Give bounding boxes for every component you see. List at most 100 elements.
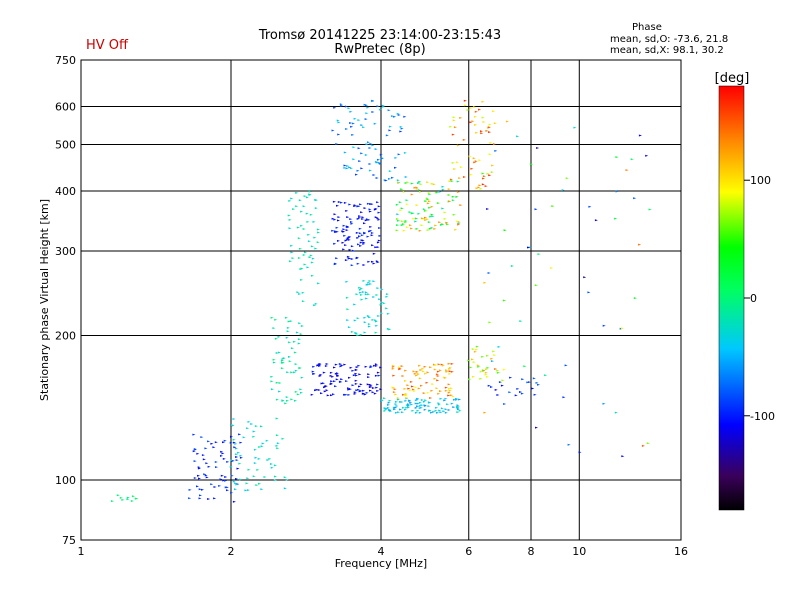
data-point bbox=[408, 389, 412, 392]
data-point bbox=[395, 203, 399, 206]
data-point bbox=[331, 375, 335, 378]
data-point bbox=[420, 404, 424, 407]
data-point bbox=[222, 441, 225, 444]
data-point bbox=[363, 331, 367, 334]
data-point bbox=[302, 205, 306, 208]
data-point bbox=[423, 365, 427, 368]
data-point bbox=[371, 318, 375, 321]
data-point bbox=[386, 327, 390, 330]
data-point bbox=[503, 229, 507, 232]
data-point bbox=[355, 374, 358, 377]
data-point bbox=[350, 330, 354, 333]
data-point bbox=[536, 147, 540, 149]
data-point bbox=[446, 403, 450, 406]
data-point bbox=[192, 450, 196, 453]
data-point bbox=[323, 390, 327, 393]
data-point bbox=[444, 386, 448, 389]
data-point bbox=[488, 131, 491, 134]
data-point bbox=[588, 205, 592, 208]
data-point bbox=[288, 218, 292, 221]
data-point bbox=[443, 211, 447, 214]
data-point bbox=[373, 392, 377, 395]
data-point bbox=[368, 383, 372, 386]
data-point bbox=[334, 363, 338, 366]
data-point bbox=[496, 371, 500, 374]
data-point bbox=[469, 366, 473, 369]
data-point bbox=[395, 411, 398, 414]
data-point bbox=[376, 246, 380, 249]
data-point bbox=[391, 364, 395, 367]
data-point bbox=[377, 374, 381, 377]
data-point bbox=[471, 358, 474, 361]
data-point bbox=[430, 226, 434, 229]
data-point bbox=[514, 394, 518, 397]
data-point bbox=[414, 386, 418, 389]
data-point bbox=[531, 387, 535, 390]
data-point bbox=[374, 320, 378, 323]
data-point bbox=[337, 201, 341, 203]
data-point bbox=[417, 189, 421, 192]
data-point bbox=[447, 383, 451, 386]
data-point bbox=[210, 442, 214, 445]
data-point bbox=[421, 370, 425, 373]
data-point bbox=[429, 366, 433, 369]
data-point bbox=[298, 322, 302, 325]
data-point bbox=[239, 441, 243, 444]
data-point bbox=[363, 222, 366, 225]
data-point bbox=[377, 315, 381, 317]
data-point bbox=[220, 474, 224, 477]
data-point bbox=[348, 235, 352, 238]
data-point bbox=[550, 267, 554, 269]
data-point bbox=[360, 234, 364, 237]
data-point bbox=[290, 244, 294, 247]
data-point bbox=[366, 383, 370, 386]
data-point bbox=[457, 223, 461, 226]
data-point bbox=[358, 286, 362, 289]
data-point bbox=[338, 363, 342, 365]
data-point bbox=[463, 176, 466, 178]
data-point bbox=[288, 360, 292, 363]
data-point bbox=[351, 133, 355, 136]
data-point bbox=[295, 191, 299, 194]
data-point bbox=[426, 202, 430, 205]
data-point bbox=[295, 205, 299, 208]
data-point bbox=[294, 369, 298, 372]
data-point bbox=[614, 411, 618, 414]
data-point bbox=[396, 218, 399, 220]
data-point bbox=[375, 294, 379, 296]
data-point bbox=[336, 374, 340, 377]
data-point bbox=[344, 393, 348, 396]
data-point bbox=[215, 466, 218, 469]
data-point bbox=[288, 227, 292, 230]
data-point bbox=[351, 369, 355, 372]
data-point bbox=[337, 219, 340, 222]
data-point bbox=[397, 366, 401, 369]
data-point bbox=[633, 297, 637, 300]
data-point bbox=[254, 425, 258, 428]
data-point bbox=[345, 167, 349, 170]
data-point bbox=[500, 384, 504, 387]
data-point bbox=[380, 312, 384, 315]
data-point bbox=[223, 439, 227, 442]
data-point bbox=[358, 160, 362, 163]
data-point bbox=[274, 337, 278, 340]
data-point bbox=[325, 389, 329, 392]
data-point bbox=[369, 385, 373, 388]
data-point bbox=[220, 450, 224, 453]
data-point bbox=[433, 377, 437, 380]
data-point bbox=[212, 446, 216, 449]
data-point bbox=[352, 146, 356, 149]
data-point bbox=[352, 158, 356, 161]
x-tick-labels: 1 2 4 6 8 10 16 bbox=[78, 545, 689, 558]
data-point bbox=[283, 487, 287, 490]
data-point bbox=[486, 375, 489, 378]
data-point bbox=[484, 185, 488, 188]
data-point bbox=[361, 392, 365, 395]
data-point bbox=[377, 205, 381, 208]
data-point bbox=[447, 409, 451, 411]
data-point bbox=[350, 222, 354, 225]
data-point bbox=[448, 370, 452, 373]
data-point bbox=[366, 202, 370, 205]
data-point bbox=[337, 133, 341, 136]
data-point bbox=[356, 205, 360, 208]
